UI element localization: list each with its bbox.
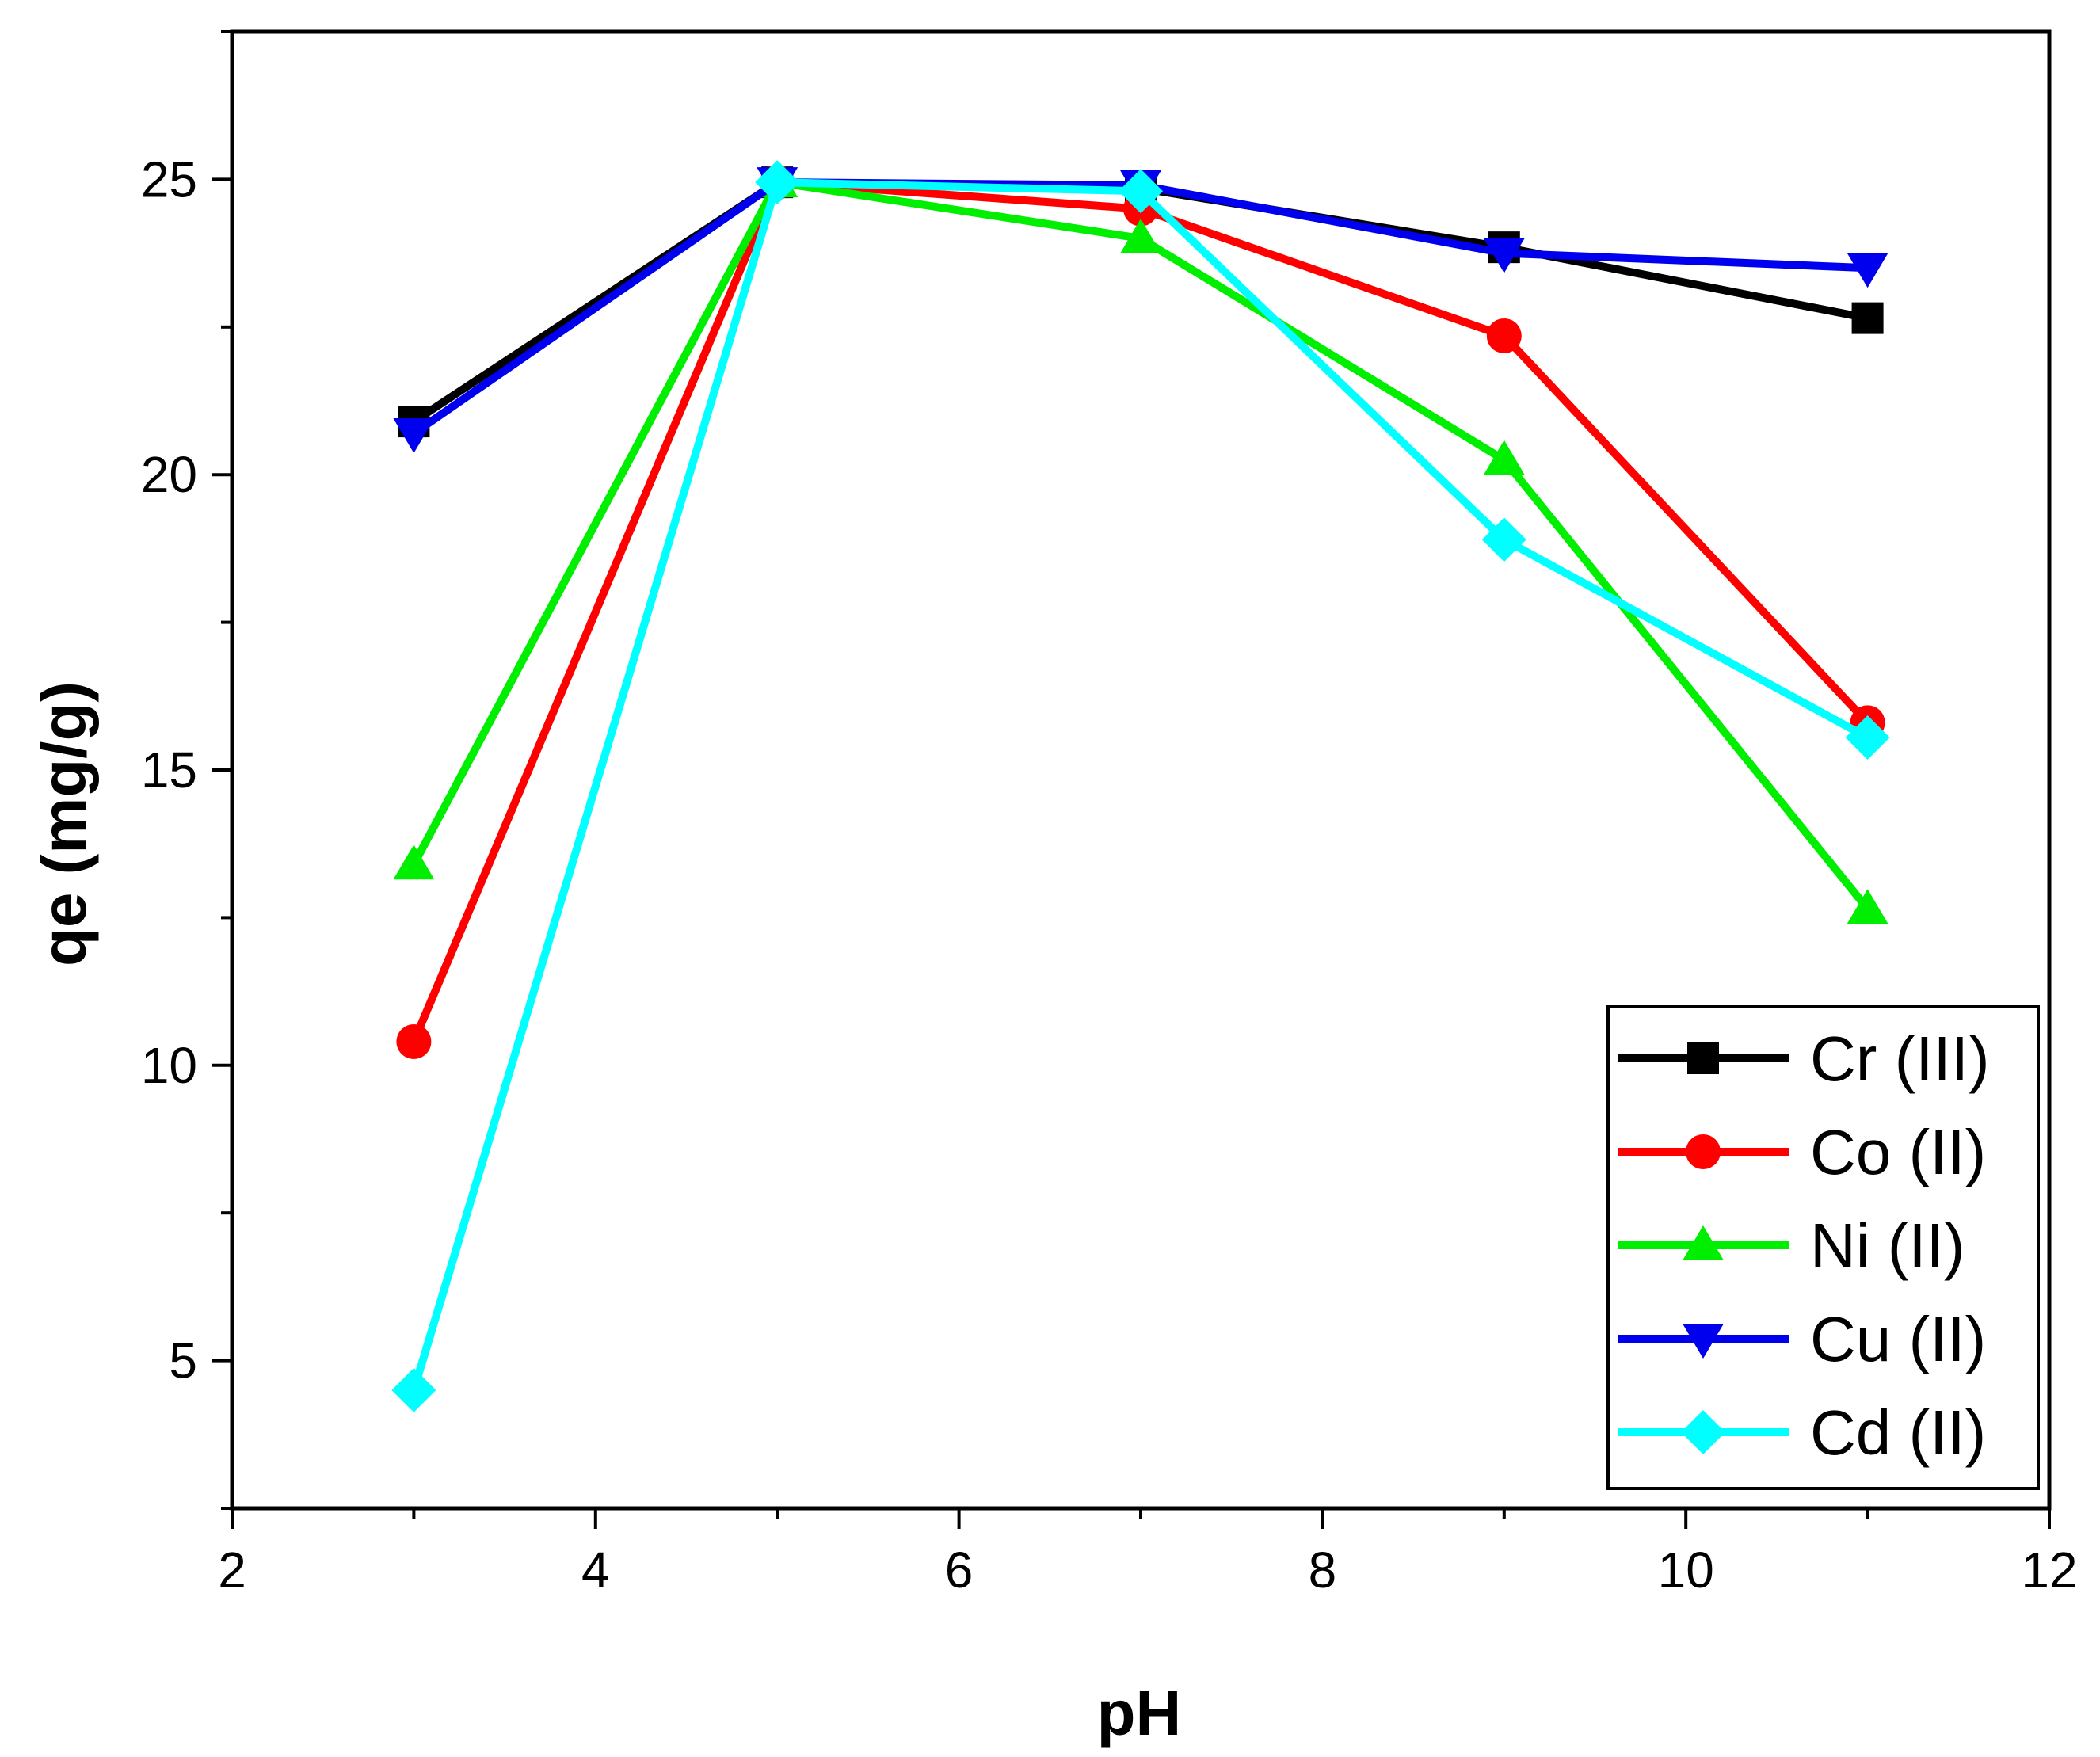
series-layer xyxy=(391,160,1890,1412)
data-point xyxy=(1847,253,1888,288)
x-tick-label: 12 xyxy=(2021,1542,2077,1599)
data-point xyxy=(393,418,435,454)
x-axis-title: pH xyxy=(1097,1678,1182,1748)
legend-marker xyxy=(1683,1324,1724,1359)
y-tick-label: 20 xyxy=(141,446,197,503)
x-tick-label: 10 xyxy=(1658,1542,1714,1599)
legend-entry: Ni (II) xyxy=(1618,1210,1965,1281)
legend-label: Cu (II) xyxy=(1810,1304,1986,1374)
legend-marker xyxy=(1686,1134,1721,1169)
series-line xyxy=(410,178,1871,912)
legend-marker xyxy=(1681,1410,1725,1454)
legend-label: Cr (III) xyxy=(1810,1023,1990,1094)
y-tick-label: 15 xyxy=(141,741,197,798)
axes: 2 4 6 8 10 12 5 10 15 20 25 xyxy=(141,29,2078,1599)
legend-label: Co (II) xyxy=(1810,1117,1986,1187)
y-axis-title: qe (mg/g) xyxy=(29,681,99,966)
data-point xyxy=(1483,440,1525,475)
data-point xyxy=(1851,302,1884,334)
legend-entry: Co (II) xyxy=(1618,1117,1986,1187)
legend: Cr (III) Co (II) Ni (II) Cu (II) Cd (II) xyxy=(1606,1005,2040,1490)
legend-label: Ni (II) xyxy=(1810,1210,1965,1281)
x-tick-label: 2 xyxy=(218,1542,246,1599)
y-tick-label: 10 xyxy=(141,1037,197,1094)
data-point xyxy=(1486,318,1522,353)
data-point xyxy=(1481,517,1526,562)
legend-entry: Cr (III) xyxy=(1618,1023,1990,1094)
data-point xyxy=(1845,715,1890,760)
x-tick-label: 8 xyxy=(1309,1542,1337,1599)
series-1 xyxy=(396,165,1885,1059)
legend-entry: Cd (II) xyxy=(1618,1397,1986,1468)
legend-entry: Cu (II) xyxy=(1618,1304,1986,1374)
legend-marker xyxy=(1687,1042,1719,1074)
data-point xyxy=(755,160,800,205)
legend-label: Cd (II) xyxy=(1810,1397,1986,1468)
data-point xyxy=(1847,889,1888,924)
data-point xyxy=(393,844,435,880)
y-tick-label: 5 xyxy=(169,1332,197,1389)
series-4 xyxy=(391,160,1890,1412)
y-tick-label: 25 xyxy=(141,151,197,208)
legend-marker xyxy=(1683,1225,1724,1260)
data-point xyxy=(391,1367,436,1412)
data-point xyxy=(396,1023,432,1059)
data-point xyxy=(1483,238,1525,273)
series-line xyxy=(410,178,1871,1043)
data-point xyxy=(1119,169,1163,214)
x-tick-label: 6 xyxy=(945,1542,974,1599)
x-tick-label: 4 xyxy=(581,1542,610,1599)
data-point xyxy=(1120,218,1161,253)
